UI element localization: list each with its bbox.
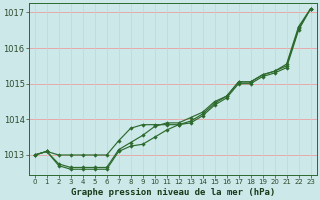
X-axis label: Graphe pression niveau de la mer (hPa): Graphe pression niveau de la mer (hPa) bbox=[70, 188, 275, 197]
